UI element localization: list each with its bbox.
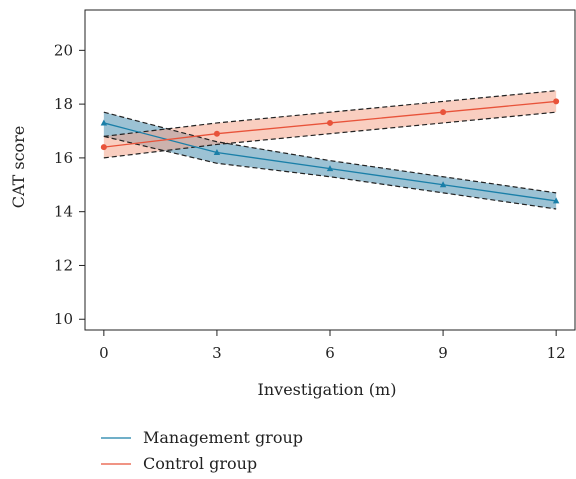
y-tick-label: 14	[54, 203, 73, 221]
control-group-point	[440, 109, 447, 116]
x-tick-label: 3	[212, 344, 222, 362]
x-axis-label: Investigation (m)	[258, 380, 397, 399]
x-tick-label: 0	[99, 344, 109, 362]
x-axis-ticks: 0 3 6 9 12	[99, 330, 566, 362]
y-tick-label: 12	[54, 256, 73, 274]
confidence-bound-lines	[103, 90, 557, 210]
control-group-point	[100, 144, 107, 151]
control-group-legend-label: Control group	[143, 454, 257, 473]
control-group-point	[553, 98, 560, 105]
control-group-lower-bound	[103, 111, 557, 159]
y-axis-ticks: 10 12 14 16 18 20	[54, 41, 85, 328]
y-tick-label: 16	[54, 149, 73, 167]
y-tick-label: 10	[54, 310, 73, 328]
legend: Management group Control group	[101, 428, 303, 473]
management-group-point	[439, 181, 447, 188]
management-group-point	[213, 149, 221, 156]
y-tick-label: 20	[54, 41, 73, 59]
control-group-upper-bound	[103, 90, 557, 137]
series-markers	[100, 98, 560, 204]
x-tick-label: 12	[547, 344, 566, 362]
x-tick-label: 6	[325, 344, 335, 362]
control-group-point	[327, 119, 333, 126]
control-group-point	[213, 130, 220, 137]
y-tick-label: 18	[54, 95, 73, 113]
management-group-legend-label: Management group	[143, 428, 303, 447]
management-group-point	[552, 197, 560, 204]
y-axis-label: CAT score	[9, 126, 28, 209]
management-group-point	[326, 165, 334, 172]
management-group-point	[100, 119, 108, 126]
x-tick-label: 9	[438, 344, 448, 362]
